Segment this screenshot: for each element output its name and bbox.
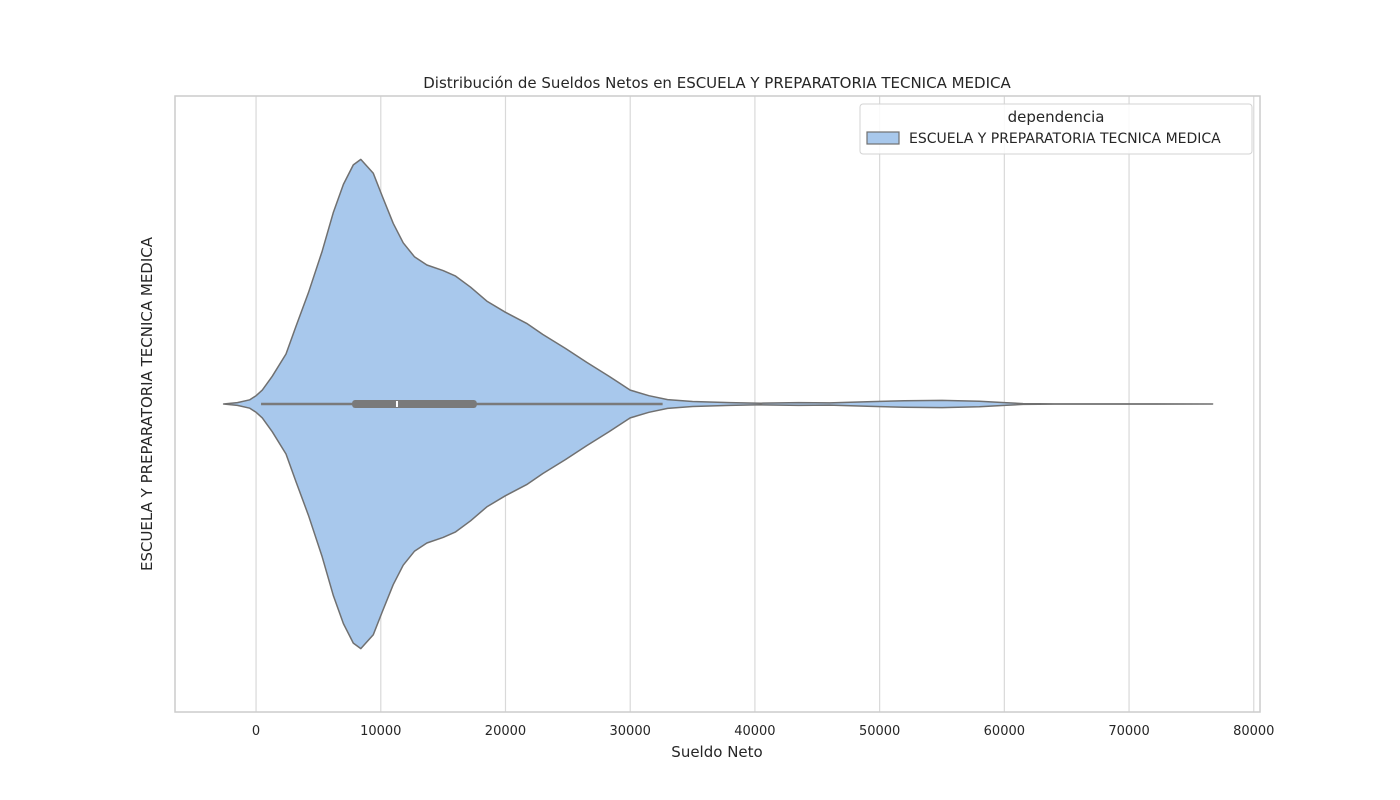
violin-body xyxy=(222,158,1214,650)
x-tick-label-6: 60000 xyxy=(984,724,1025,739)
chart-title: Distribución de Sueldos Netos en ESCUELA… xyxy=(423,74,1011,92)
legend-title: dependencia xyxy=(1008,108,1105,126)
x-tick-label-3: 30000 xyxy=(610,724,651,739)
x-axis-label: Sueldo Neto xyxy=(671,743,762,761)
x-tick-label-8: 80000 xyxy=(1233,724,1274,739)
violin-layer xyxy=(222,158,1214,650)
legend-entry-label: ESCUELA Y PREPARATORIA TECNICA MEDICA xyxy=(909,131,1221,147)
x-tick-label-7: 70000 xyxy=(1108,724,1149,739)
x-tick-label-4: 40000 xyxy=(734,724,775,739)
x-tick-labels: 0 10000 20000 30000 40000 50000 60000 70000 8000… xyxy=(252,724,1275,739)
x-tick-label-1: 10000 xyxy=(360,724,401,739)
x-tick-label-0: 0 xyxy=(252,724,260,739)
legend-swatch xyxy=(866,131,900,145)
plot-frame xyxy=(174,95,1261,713)
x-tick-label-5: 50000 xyxy=(859,724,900,739)
legend: dependencia ESCUELA Y PREPARATORIA TECNI… xyxy=(859,103,1253,155)
y-axis-label: ESCUELA Y PREPARATORIA TECNICA MEDICA xyxy=(138,236,156,571)
legend-frame xyxy=(859,103,1253,155)
x-tick-label-2: 20000 xyxy=(485,724,526,739)
median-marker xyxy=(395,401,398,407)
iqr-box xyxy=(352,400,477,408)
